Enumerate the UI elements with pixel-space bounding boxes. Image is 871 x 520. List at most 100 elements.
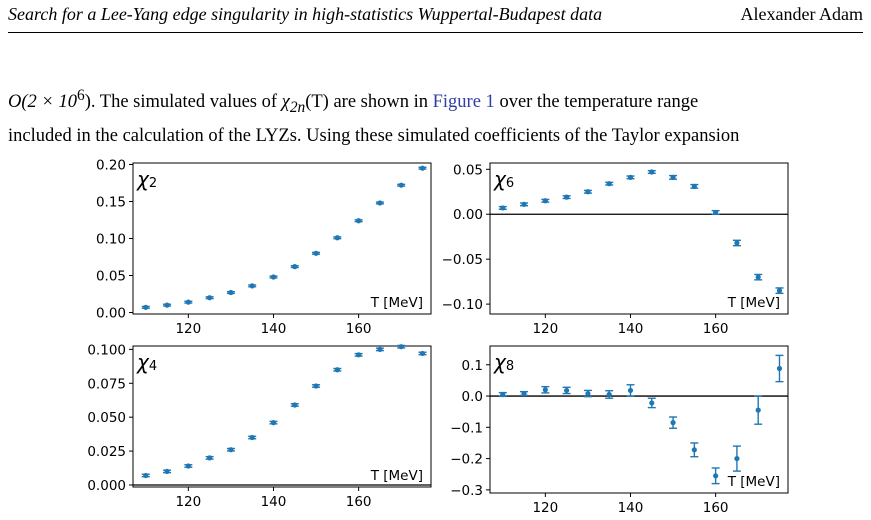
chi2-marker xyxy=(270,274,277,280)
chi6-marker xyxy=(713,209,719,216)
chi6-marker xyxy=(649,169,655,175)
chi8-ytick-label: 0.0 xyxy=(462,389,483,405)
chi2-ytick-label: 0.05 xyxy=(96,269,126,285)
chi8-ytick-label: 0.1 xyxy=(462,358,483,374)
chi6-panel-label: χ6 xyxy=(493,167,514,191)
chi6-marker xyxy=(585,189,591,195)
chi8-ytick-label: −0.3 xyxy=(450,483,483,499)
chi2-data-point xyxy=(248,283,257,289)
chi2-marker xyxy=(249,283,255,289)
chi2-xtick-label: 120 xyxy=(175,321,201,337)
chi4-ytick-label: 0.075 xyxy=(87,376,126,392)
chi8-xtick-label: 160 xyxy=(703,500,729,516)
chi2-marker xyxy=(292,264,298,270)
chi8-panel-label: χ8 xyxy=(493,350,514,374)
chi2-ytick-label: 0.20 xyxy=(96,157,126,173)
chi4-data-point xyxy=(269,420,278,426)
chi6-ytick-label: 0.05 xyxy=(453,162,483,178)
chi8-axes-frame xyxy=(489,345,789,494)
chi6-xtick-label: 140 xyxy=(618,321,644,337)
chi6-data-point xyxy=(541,198,550,204)
chi2-data-point xyxy=(397,182,406,188)
chi2-subscript: 2 xyxy=(149,176,157,191)
chi8-marker xyxy=(627,387,634,394)
chi8-data-point xyxy=(690,442,699,458)
chi8-panel: 0.1 0.0 −0.1 −0.2 −0.3 120 140 160 χ8 T [MeV] xyxy=(450,345,789,516)
chi8-marker xyxy=(713,473,719,479)
chi4-marker xyxy=(249,434,255,441)
chi6-data-point xyxy=(647,169,656,175)
chi4-marker xyxy=(398,344,404,350)
chi2-data-point xyxy=(333,235,342,241)
chi4-data-point xyxy=(184,463,193,469)
order-expression: O(2 × 10 xyxy=(8,92,78,113)
chi4-marker xyxy=(334,367,340,373)
chi8-data-point xyxy=(562,386,571,395)
chi4-ytick-label: 0.025 xyxy=(87,444,126,460)
chi-subscript: 2n xyxy=(289,98,306,116)
chi6-marker xyxy=(776,288,783,294)
chi8-marker xyxy=(691,447,697,453)
chi6-subscript: 6 xyxy=(506,176,514,191)
chi8-data-point xyxy=(754,395,763,425)
chi2-marker xyxy=(164,302,170,308)
chi8-ytick-label: −0.1 xyxy=(450,420,483,436)
paragraph-text-2: (T) are shown in xyxy=(305,92,433,113)
chi2-data-point xyxy=(226,289,235,296)
chi2-xtick-label: 160 xyxy=(346,321,372,337)
chi4-marker xyxy=(270,420,277,426)
chi8-data-point xyxy=(732,445,741,472)
body-paragraph: O(2 × 106). The simulated values of χ2n(… xyxy=(8,82,868,150)
chi2-data-point xyxy=(418,165,427,171)
chi4-data-point xyxy=(354,352,363,358)
chi4-marker xyxy=(356,352,362,358)
chi4-xlabel: T [MeV] xyxy=(370,468,423,484)
paragraph-text-3: over the temperature range xyxy=(494,92,699,113)
chi8-marker xyxy=(776,365,783,372)
chi4-data-point xyxy=(333,367,342,373)
chi6-xlabel: T [MeV] xyxy=(727,295,780,311)
paragraph-text-1: ). The simulated values of xyxy=(84,92,282,113)
chi4-marker xyxy=(313,383,319,389)
chi4-data-point xyxy=(141,472,150,479)
figure-1-link[interactable]: Figure 1 xyxy=(432,92,495,113)
chi6-ytick-label: 0.00 xyxy=(453,207,483,223)
chi6-data-point xyxy=(626,174,635,180)
chi8-marker xyxy=(670,420,676,426)
chi8-data-point xyxy=(669,416,678,429)
chi6-panel: 0.05 0.00 −0.05 −0.10 120 140 160 χ6 T [MeV] xyxy=(442,162,789,337)
chi8-marker xyxy=(755,407,761,413)
chi6-marker xyxy=(606,181,612,187)
chi6-marker xyxy=(500,205,506,211)
chi8-subscript: 8 xyxy=(506,359,514,374)
chi4-data-point xyxy=(205,455,214,461)
chi2-marker xyxy=(313,250,319,256)
chi6-data-point xyxy=(498,205,507,211)
chi2-data-point xyxy=(290,264,299,270)
chi6-marker xyxy=(521,201,527,207)
chi6-marker xyxy=(691,183,697,189)
chi6-data-point xyxy=(605,181,614,187)
chi4-axes-frame xyxy=(132,345,432,488)
chi2-ytick-label: 0.10 xyxy=(96,232,126,248)
chi8-data-point xyxy=(541,385,550,394)
chi2-data-point xyxy=(312,250,321,256)
chi8-data-point xyxy=(647,397,656,409)
chi4-marker xyxy=(185,463,191,469)
chi2-chi-glyph: χ xyxy=(136,167,150,191)
chi2-data-point xyxy=(205,295,214,301)
chi8-marker xyxy=(585,390,591,397)
chi8-xtick-label: 120 xyxy=(532,500,558,516)
chi4-data-point xyxy=(163,468,172,475)
chi4-ytick-label: 0.000 xyxy=(87,478,126,494)
chi2-data-point xyxy=(163,302,172,308)
chi8-data-point xyxy=(775,354,784,383)
chi8-data-point xyxy=(520,390,529,397)
chi4-marker xyxy=(207,455,213,461)
chi4-panel: 0.000 0.025 0.050 0.075 0.100 120 140 160 χ4 T [M… xyxy=(87,342,432,510)
chi4-data-point xyxy=(312,383,321,389)
chi6-data-point xyxy=(711,209,720,216)
chi2-marker xyxy=(356,218,362,224)
chi4-xtick-label: 140 xyxy=(261,494,287,510)
chi2-panel: 0.00 0.05 0.10 0.15 0.20 120 140 160 χ2 T [MeV] xyxy=(96,157,432,337)
